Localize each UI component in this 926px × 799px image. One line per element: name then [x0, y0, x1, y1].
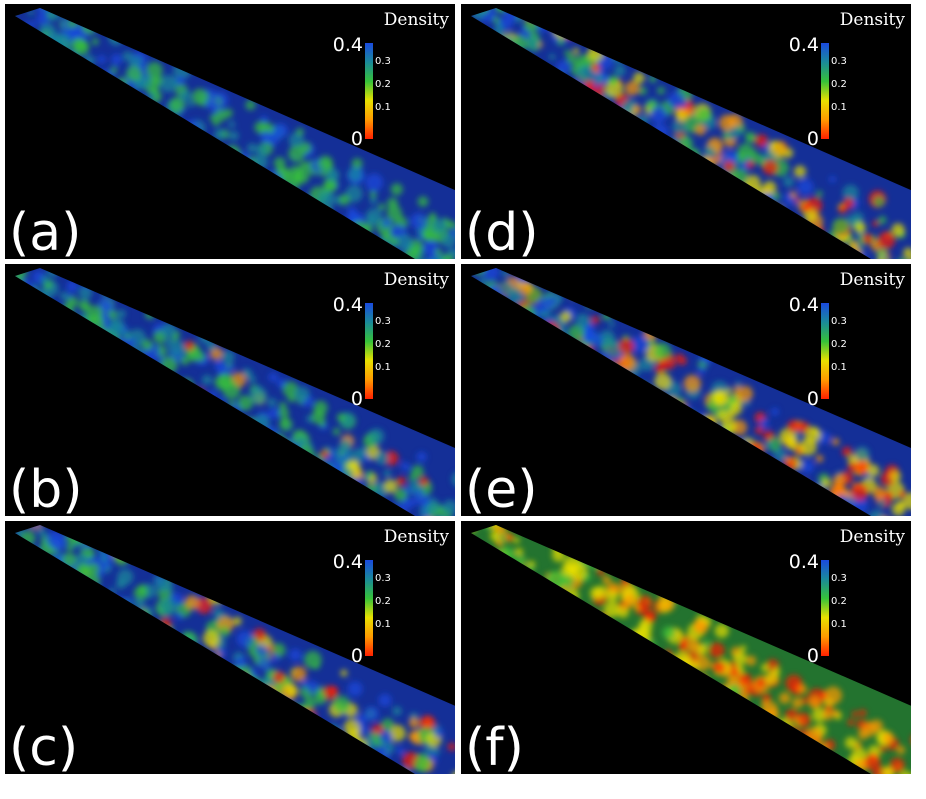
colorbar-minor-tick: 0.2	[831, 339, 847, 350]
colorbar	[821, 43, 829, 139]
colorbar-max-label: 0.4	[788, 294, 819, 316]
colorbar-title: Density	[839, 270, 905, 290]
panel-label: (d)	[465, 203, 539, 259]
panel-label: (e)	[465, 460, 538, 516]
colorbar-minor-tick: 0.3	[831, 573, 847, 584]
colorbar-minor-tick: 0.1	[831, 102, 847, 113]
colorbar-minor-tick: 0.2	[375, 79, 391, 90]
colorbar-min-label: 0	[350, 645, 363, 667]
volume-render	[15, 525, 455, 774]
colorbar-minor-tick: 0.1	[831, 619, 847, 630]
colorbar-title: Density	[839, 527, 905, 547]
panel-a: Density 0.4 0 0.3 0.2 0.1 (a)	[5, 4, 455, 259]
colorbar-max-label: 0.4	[788, 551, 819, 573]
colorbar	[821, 303, 829, 399]
colorbar-minor-tick: 0.3	[375, 56, 391, 67]
colorbar-max-label: 0.4	[332, 551, 363, 573]
colorbar-minor-tick: 0.2	[831, 596, 847, 607]
colorbar-minor-tick: 0.3	[831, 56, 847, 67]
colorbar-min-label: 0	[806, 388, 819, 410]
colorbar-minor-tick: 0.3	[831, 316, 847, 327]
panel-e: Density 0.4 0 0.3 0.2 0.1 (e)	[461, 264, 911, 516]
colorbar	[821, 560, 829, 656]
colorbar-min-label: 0	[350, 388, 363, 410]
colorbar-minor-tick: 0.2	[375, 596, 391, 607]
volume-render	[15, 8, 455, 259]
panel-label: (a)	[9, 203, 82, 259]
volume-render	[471, 8, 911, 259]
colorbar-minor-tick: 0.1	[831, 362, 847, 373]
colorbar-minor-tick: 0.3	[375, 316, 391, 327]
volume-render	[15, 268, 455, 516]
colorbar-title: Density	[839, 10, 905, 30]
colorbar-max-label: 0.4	[332, 294, 363, 316]
colorbar-minor-tick: 0.1	[375, 102, 391, 113]
colorbar-max-label: 0.4	[788, 34, 819, 56]
colorbar	[365, 43, 373, 139]
colorbar-min-label: 0	[806, 645, 819, 667]
colorbar-min-label: 0	[806, 128, 819, 150]
colorbar-minor-tick: 0.1	[375, 362, 391, 373]
colorbar-minor-tick: 0.2	[375, 339, 391, 350]
colorbar	[365, 303, 373, 399]
panel-d: Density 0.4 0 0.3 0.2 0.1 (d)	[461, 4, 911, 259]
colorbar-title: Density	[383, 10, 449, 30]
volume-render	[471, 525, 911, 774]
colorbar-minor-tick: 0.1	[375, 619, 391, 630]
colorbar-min-label: 0	[350, 128, 363, 150]
panel-label: (b)	[9, 460, 83, 516]
volume-render	[471, 268, 911, 516]
panel-f: Density 0.4 0 0.3 0.2 0.1 (f)	[461, 521, 911, 774]
colorbar-minor-tick: 0.2	[831, 79, 847, 90]
colorbar	[365, 560, 373, 656]
panel-c: Density 0.4 0 0.3 0.2 0.1 (c)	[5, 521, 455, 774]
colorbar-minor-tick: 0.3	[375, 573, 391, 584]
colorbar-max-label: 0.4	[332, 34, 363, 56]
panel-label: (c)	[9, 718, 79, 774]
panel-b: Density 0.4 0 0.3 0.2 0.1 (b)	[5, 264, 455, 516]
colorbar-title: Density	[383, 527, 449, 547]
panel-label: (f)	[465, 718, 524, 774]
colorbar-title: Density	[383, 270, 449, 290]
